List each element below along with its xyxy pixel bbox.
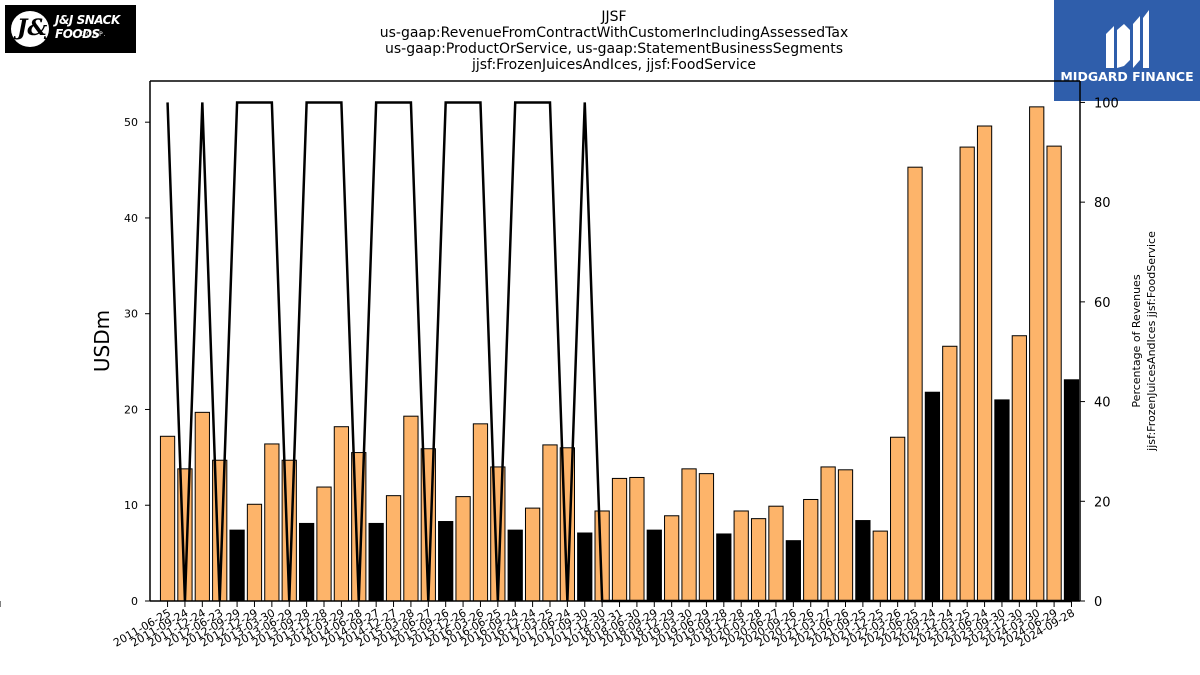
jj-snack-foods-logo: J&J J&J SNACK FOODS CORP. — [5, 5, 136, 53]
bar — [785, 540, 801, 602]
bar — [855, 520, 871, 602]
midgard-emblem-icon — [1106, 10, 1149, 68]
bar — [716, 533, 732, 602]
y-tick-label: 20 — [124, 403, 138, 416]
y-right-axis-label: jjsf:FrozenJuicesAndIces jjsf:FoodServic… — [1145, 231, 1158, 452]
midgard-finance-logo: MIDGARD FINANCE — [1054, 0, 1200, 101]
y-tick-label: 50 — [124, 116, 138, 129]
bar — [298, 522, 315, 602]
bar — [159, 435, 176, 602]
bar — [976, 125, 993, 602]
bar — [733, 510, 749, 602]
bar — [246, 503, 263, 602]
y-right-tick-label: 60 — [1094, 296, 1111, 311]
bar — [438, 521, 454, 602]
chart-title-line: us-gaap:ProductOrService, us-gaap:Statem… — [385, 41, 843, 57]
bar — [316, 486, 332, 602]
bar — [1029, 106, 1045, 602]
bar — [664, 515, 680, 602]
chart-axes: 0 10 20 30 40 50 0 20 40 60 80 100 USDm Percentage of… — [0, 80, 1158, 650]
bar — [646, 529, 662, 602]
jj-logo-text: J&J SNACK FOODS — [55, 13, 120, 41]
chart-title-line: jjsf:FrozenJuicesAndIces, jjsf:FoodServi… — [471, 57, 756, 73]
bar — [837, 469, 854, 602]
y-right-tick-label: 80 — [1094, 196, 1111, 211]
bar — [229, 529, 245, 602]
bar — [803, 498, 819, 602]
chart-title: JJSFus-gaap:RevenueFromContractWithCusto… — [380, 9, 849, 73]
bar — [1063, 379, 1080, 602]
y-tick-label: 40 — [124, 212, 138, 225]
y-right-tick-label: 40 — [1094, 396, 1111, 411]
chart-title-line: us-gaap:RevenueFromContractWithCustomerI… — [380, 25, 849, 41]
bar — [994, 399, 1010, 602]
bar — [403, 415, 419, 602]
bar — [959, 146, 975, 602]
bar — [942, 345, 958, 602]
y-tick-label: 10 — [124, 499, 138, 512]
jj-logo-subtext: CORP. — [80, 31, 108, 38]
bar — [890, 436, 906, 602]
bar — [577, 532, 593, 602]
jj-logo-mark: J&J — [11, 11, 58, 47]
chart-title-line: JJSF — [600, 9, 626, 25]
bar — [472, 423, 489, 602]
y-tick-label: 30 — [124, 308, 138, 321]
bar — [872, 530, 888, 602]
bar — [629, 476, 645, 602]
bar — [698, 473, 715, 602]
y-right-tick-label: 0 — [1094, 595, 1102, 610]
bar — [542, 444, 558, 602]
y-right-axis-label: Percentage of Revenues — [1130, 274, 1143, 407]
bar — [194, 411, 210, 602]
bar — [385, 495, 402, 602]
bar — [524, 507, 541, 602]
y-tick-label: 0 — [131, 595, 138, 608]
bar — [820, 466, 836, 602]
bar — [507, 529, 523, 602]
bar — [455, 496, 471, 602]
y-right-tick-label: 100 — [1094, 96, 1119, 111]
bar — [264, 443, 280, 602]
y-axis-label: USDm — [90, 310, 114, 372]
bar — [907, 166, 923, 602]
bar — [1046, 145, 1062, 602]
bar — [924, 391, 941, 602]
bar — [768, 505, 784, 602]
midgard-logo-text: MIDGARD FINANCE — [1060, 69, 1194, 84]
bar — [750, 518, 767, 602]
bar — [681, 468, 697, 602]
bar — [611, 477, 628, 602]
y-right-tick-label: 20 — [1094, 495, 1111, 510]
bar — [368, 522, 384, 602]
bar — [1011, 335, 1027, 602]
bar — [333, 426, 350, 602]
